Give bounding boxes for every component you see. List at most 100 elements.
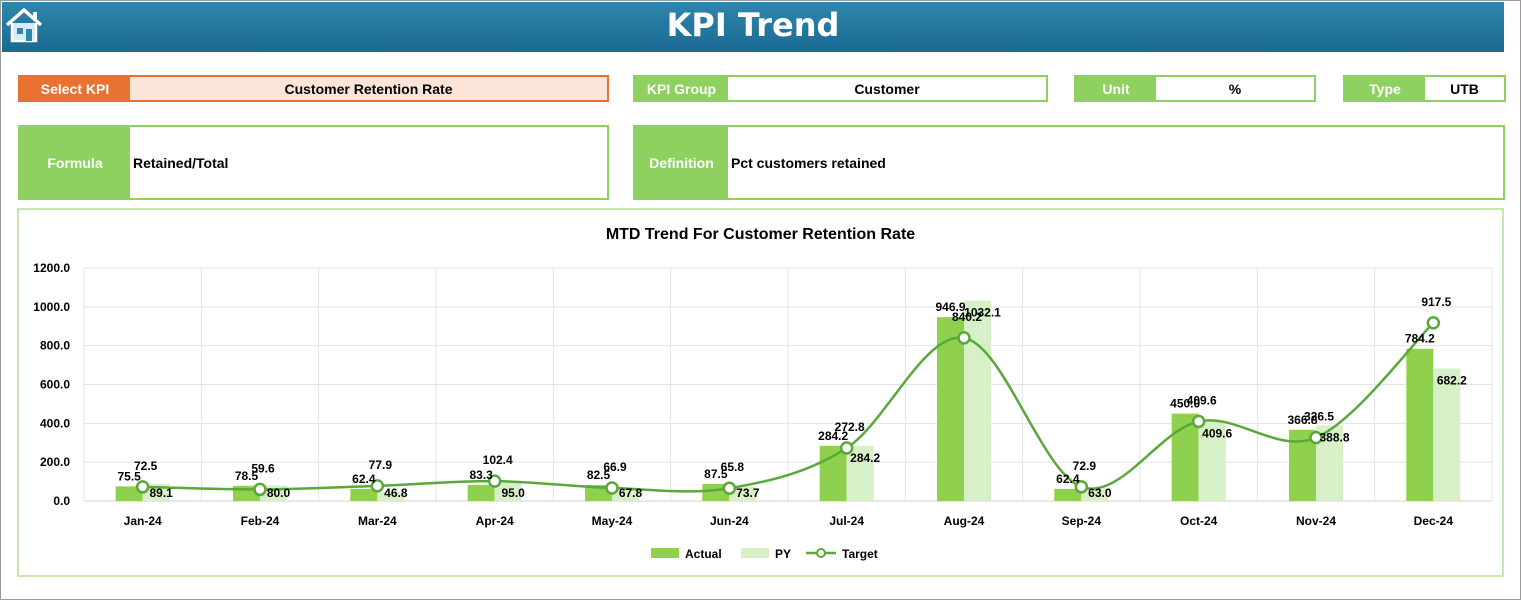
- py-data-label: 89.1: [149, 486, 173, 500]
- y-tick-label: 800.0: [40, 339, 70, 353]
- target-data-label: 72.9: [1073, 459, 1097, 473]
- y-tick-label: 0.0: [53, 494, 70, 508]
- py-bar: [964, 300, 991, 501]
- y-tick-label: 400.0: [40, 416, 70, 430]
- kpi-group-label: KPI Group: [635, 77, 728, 100]
- actual-data-label: 82.5: [587, 468, 611, 482]
- x-tick-label: Apr-24: [476, 514, 514, 528]
- definition-field: Definition Pct customers retained: [633, 125, 1505, 200]
- home-icon[interactable]: [4, 6, 44, 44]
- page-title: KPI Trend: [666, 6, 840, 44]
- actual-data-label: 83.3: [469, 468, 493, 482]
- py-data-label: 80.0: [267, 486, 291, 500]
- select-kpi-label: Select KPI: [20, 77, 130, 100]
- unit-value: %: [1228, 80, 1242, 97]
- x-tick-label: Aug-24: [944, 514, 985, 528]
- legend-actual-label: Actual: [685, 547, 722, 561]
- x-tick-label: Mar-24: [358, 514, 397, 528]
- x-tick-label: Feb-24: [241, 514, 280, 528]
- target-point: [1191, 414, 1206, 429]
- y-tick-label: 200.0: [40, 455, 70, 469]
- legend-py-label: PY: [775, 547, 791, 561]
- chart-title: MTD Trend For Customer Retention Rate: [605, 226, 916, 243]
- x-tick-label: Jul-24: [829, 514, 864, 528]
- target-point: [1309, 430, 1323, 445]
- py-bar: [612, 487, 639, 501]
- actual-bar: [1406, 348, 1434, 501]
- py-data-label: 67.8: [619, 486, 643, 500]
- target-point: [605, 481, 619, 495]
- target-point: [839, 441, 854, 455]
- x-tick-label: Oct-24: [1180, 514, 1218, 528]
- target-data-label: 326.5: [1304, 410, 1334, 424]
- formula-field: Formula Retained/Total: [18, 125, 609, 200]
- select-kpi-field: Select KPI Customer Retention Rate: [18, 75, 609, 102]
- target-data-label: 77.9: [369, 458, 393, 472]
- mtd-trend-chart: 0.0 200.0 400.0 600.0 800.0 1000.0 1200.0 Jan-2…: [33, 261, 1493, 561]
- actual-data-label: 75.5: [117, 469, 141, 483]
- legend-py-swatch: [741, 548, 769, 558]
- x-tick-label: Jun-24: [710, 514, 749, 528]
- py-data-label: 1032.1: [964, 306, 1001, 320]
- x-tick-label: Nov-24: [1296, 514, 1336, 528]
- definition-label: Definition: [635, 127, 728, 198]
- py-data-label: 63.0: [1088, 486, 1112, 500]
- select-kpi-dropdown[interactable]: Customer Retention Rate: [130, 77, 607, 100]
- py-bar: [1081, 488, 1109, 501]
- y-tick-label: 600.0: [40, 378, 70, 392]
- py-data-label: 284.2: [850, 451, 880, 465]
- actual-bar: [819, 445, 847, 501]
- target-point: [487, 474, 502, 488]
- actual-data-label: 62.4: [352, 472, 376, 486]
- header-banner: KPI Trend: [2, 2, 1504, 52]
- target-data-label: 272.8: [835, 420, 865, 434]
- target-point: [1426, 316, 1441, 330]
- target-data-label: 65.8: [721, 460, 745, 474]
- chart-container: MTD Trend For Customer Retention Rate 0.…: [17, 208, 1504, 577]
- actual-bar: [115, 486, 143, 501]
- target-data-label: 840.2: [952, 310, 982, 324]
- py-data-label: 388.8: [1319, 431, 1349, 445]
- actual-bar: [1054, 488, 1082, 501]
- actual-data-label: 946.9: [935, 300, 965, 314]
- target-data-label: 102.4: [483, 453, 513, 467]
- kpi-group-field: KPI Group Customer: [633, 75, 1048, 102]
- py-data-label: 95.0: [501, 486, 525, 500]
- actual-data-label: 784.2: [1405, 332, 1435, 346]
- actual-data-label: 284.2: [818, 429, 848, 443]
- target-data-label: 409.6: [1187, 393, 1217, 407]
- target-data-label: 66.9: [603, 460, 627, 474]
- legend-actual-swatch: [651, 548, 679, 558]
- py-bar: [846, 445, 874, 501]
- actual-bar: [937, 317, 964, 501]
- target-point: [253, 482, 267, 497]
- target-point: [1074, 480, 1089, 494]
- py-data-label: 46.8: [384, 486, 408, 500]
- x-tick-label: Jan-24: [124, 514, 162, 528]
- actual-data-label: 78.5: [235, 469, 259, 483]
- x-tick-label: May-24: [592, 514, 633, 528]
- target-data-label: 917.5: [1421, 295, 1451, 309]
- target-point: [957, 331, 971, 345]
- py-bar: [377, 491, 405, 501]
- y-tick-label: 1200.0: [33, 261, 70, 275]
- target-data-label: 72.5: [134, 459, 158, 473]
- formula-value: Retained/Total: [133, 154, 229, 171]
- target-point: [370, 479, 385, 493]
- y-tick-label: 1000.0: [33, 300, 70, 314]
- type-field: Type UTB: [1343, 75, 1506, 102]
- formula-label: Formula: [20, 127, 130, 198]
- unit-label: Unit: [1076, 77, 1156, 100]
- py-data-label: 409.6: [1202, 426, 1232, 440]
- target-data-label: 59.6: [251, 461, 275, 475]
- x-tick-label: Sep-24: [1062, 514, 1102, 528]
- x-tick-label: Dec-24: [1414, 514, 1454, 528]
- py-bar: [494, 482, 522, 501]
- actual-bar: [350, 488, 378, 501]
- actual-data-label: 366.8: [1287, 413, 1317, 427]
- py-bar: [1198, 421, 1226, 501]
- actual-bar: [1171, 413, 1199, 501]
- definition-value: Pct customers retained: [731, 154, 886, 171]
- py-data-label: 73.7: [736, 486, 760, 500]
- legend-target-label: Target: [842, 547, 878, 561]
